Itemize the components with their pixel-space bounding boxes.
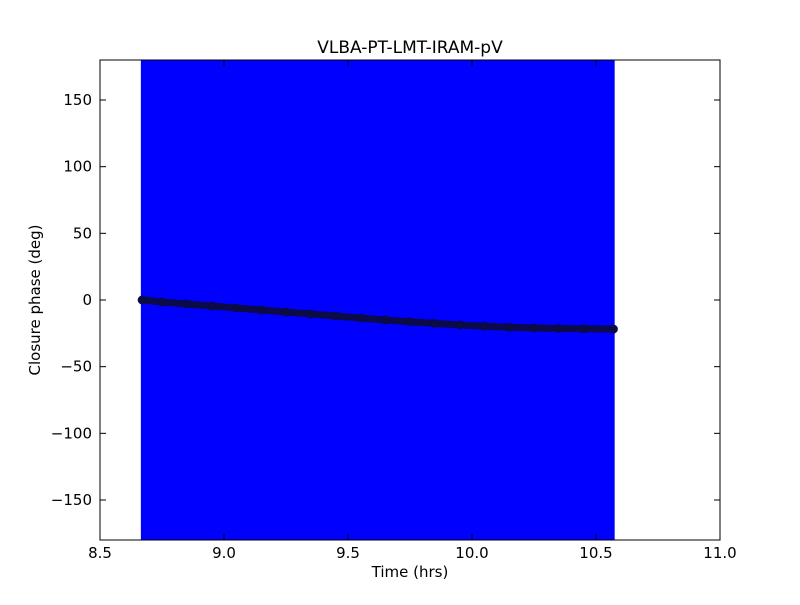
y-tick-label: 100 — [63, 158, 92, 176]
data-point — [157, 297, 167, 307]
data-point — [554, 324, 564, 334]
x-tick-label: 11.0 — [703, 544, 736, 562]
data-point — [479, 321, 489, 331]
data-point-layer — [137, 295, 618, 334]
y-tick-label: 0 — [82, 291, 92, 309]
y-tick-label: −50 — [60, 358, 92, 376]
data-point — [306, 309, 316, 319]
y-tick-label: −100 — [51, 424, 92, 442]
data-point — [405, 317, 415, 327]
data-point — [504, 322, 514, 332]
data-point — [207, 301, 217, 311]
tick-layer: 8.5 9.0 9.5 10.0 10.5 11.0 150 100 50 0 −50 −100 −15… — [51, 60, 737, 562]
y-tick-label: 150 — [63, 91, 92, 109]
error-bar-layer — [140, 60, 615, 540]
y-axis-label: Closure phase (deg) — [26, 225, 44, 376]
data-point — [256, 305, 266, 315]
data-point — [281, 307, 291, 317]
data-point — [608, 324, 618, 334]
data-point — [137, 295, 147, 305]
data-point — [455, 320, 465, 330]
y-tick-label: 50 — [73, 224, 92, 242]
x-tick-label: 10.0 — [455, 544, 488, 562]
chart-title: VLBA-PT-LMT-IRAM-pV — [317, 38, 503, 58]
x-tick-label: 8.5 — [88, 544, 112, 562]
data-point — [231, 303, 241, 313]
x-tick-label: 9.0 — [212, 544, 236, 562]
data-point — [430, 318, 440, 328]
data-point — [182, 299, 192, 309]
data-point — [579, 324, 589, 334]
y-tick-label: −150 — [51, 491, 92, 509]
data-point — [529, 323, 539, 333]
data-point — [355, 313, 365, 323]
data-point — [380, 315, 390, 325]
data-point — [331, 311, 341, 321]
x-axis-label: Time (hrs) — [371, 563, 449, 581]
x-tick-label: 9.5 — [336, 544, 360, 562]
x-tick-label: 10.5 — [579, 544, 612, 562]
